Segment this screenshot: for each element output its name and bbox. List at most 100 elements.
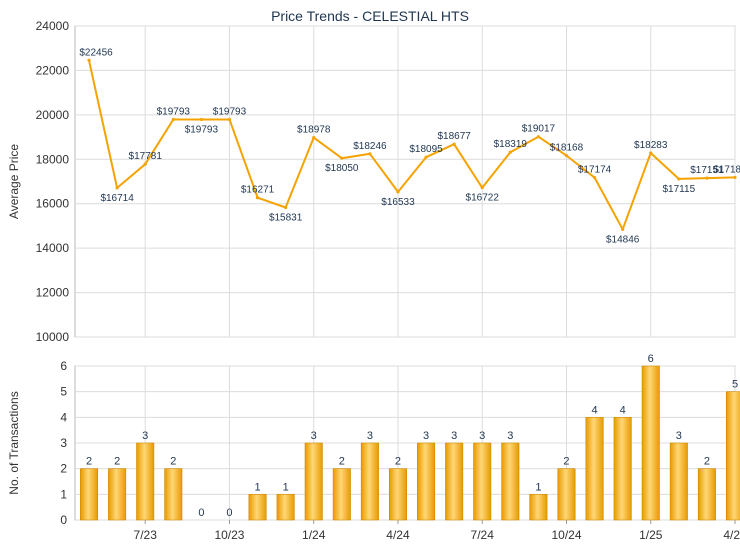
transaction-bar-label: 3 (451, 430, 457, 442)
transaction-bar-label: 3 (311, 430, 317, 442)
price-data-label: $18978 (297, 125, 331, 136)
x-tick-label: 7/24 (471, 528, 495, 542)
x-tick-label: 7/23 (134, 528, 158, 542)
price-data-label: $16533 (381, 197, 415, 208)
x-tick-label: 4/25 (723, 528, 740, 542)
transaction-bar-label: 2 (339, 456, 345, 468)
price-y-tick-label: 22000 (36, 63, 70, 77)
transactions-y-tick-label: 6 (60, 359, 67, 373)
price-data-label: $19793 (213, 106, 247, 117)
transaction-bar (613, 417, 632, 521)
price-data-point (255, 196, 260, 200)
transaction-bar-label: 3 (676, 430, 682, 442)
price-data-label: $16271 (241, 185, 275, 196)
price-data-point (705, 176, 709, 180)
transaction-bar (136, 442, 155, 521)
price-data-label: $14846 (606, 234, 640, 245)
x-tick-label: 10/23 (214, 528, 244, 542)
price-data-point (621, 227, 625, 231)
transaction-bar-label: 2 (86, 456, 92, 468)
transaction-bar (585, 417, 604, 521)
price-series-line (88, 60, 736, 231)
price-data-point (171, 117, 175, 122)
transaction-bar-label: 3 (479, 430, 485, 442)
price-data-point (284, 205, 288, 210)
price-data-point (396, 190, 400, 194)
price-data-label: $18319 (494, 139, 528, 150)
transactions-y-axis-label: No. of Transactions (7, 391, 21, 494)
transaction-bar-label: 3 (367, 430, 373, 442)
price-data-point (143, 162, 147, 166)
price-y-tick-label: 20000 (36, 108, 70, 122)
transaction-bar-label: 5 (732, 379, 738, 391)
transaction-bar-label: 2 (704, 456, 710, 468)
price-data-label: $16714 (100, 193, 134, 204)
transaction-bar (388, 468, 407, 521)
transaction-bar (417, 442, 436, 521)
price-plot-area (74, 25, 736, 338)
price-data-point (536, 135, 541, 139)
transaction-bar (276, 494, 295, 521)
price-data-label: $18283 (634, 140, 668, 151)
transaction-bar (725, 391, 740, 521)
price-data-point (508, 150, 512, 154)
x-tick-label: 1/25 (639, 528, 663, 542)
price-data-point (564, 153, 569, 158)
transaction-bar-label: 3 (507, 430, 513, 442)
transaction-bar (697, 468, 716, 521)
transaction-bar (80, 468, 99, 521)
price-data-label: $17151 (690, 165, 724, 176)
transaction-bar (304, 442, 323, 521)
price-data-point (340, 156, 344, 160)
transaction-bar-label: 2 (114, 456, 120, 468)
price-data-label: $17781 (129, 151, 163, 162)
transactions-y-tick-label: 1 (60, 487, 67, 501)
transaction-bar-label: 4 (592, 404, 598, 416)
price-y-tick-label: 14000 (36, 241, 70, 255)
price-data-label: $18246 (353, 141, 387, 152)
price-data-point (592, 176, 597, 180)
price-data-label: $18168 (550, 143, 584, 154)
x-tick-label: 4/24 (386, 528, 410, 542)
transaction-bar (669, 442, 688, 521)
price-y-tick-label: 18000 (36, 152, 70, 166)
price-data-label: $17183 (713, 164, 740, 175)
x-tick-label: 10/24 (551, 528, 581, 542)
transaction-bar (360, 442, 379, 521)
transaction-bar (332, 468, 351, 521)
price-data-point (424, 155, 428, 159)
price-data-point (199, 117, 203, 122)
price-y-tick-label: 24000 (36, 19, 70, 33)
price-y-tick-label: 16000 (36, 197, 70, 211)
transaction-bar (164, 468, 183, 521)
transaction-bar-label: 2 (395, 456, 401, 468)
price-data-label: $19793 (185, 124, 219, 135)
price-data-label: $15831 (269, 212, 303, 223)
price-data-point (227, 117, 232, 122)
transactions-panel: 0 1 2 3 4 5 6 No. of Transactions 2 2 3 2 0 0 1 1 3 2 3 2 3 3… (7, 353, 740, 542)
transaction-bar (108, 468, 127, 521)
price-data-point (649, 151, 653, 155)
transaction-bar-label: 1 (535, 481, 541, 493)
x-tick-label: 1/24 (302, 528, 326, 542)
transaction-bar-label: 0 (226, 507, 232, 519)
price-y-tick-label: 10000 (36, 330, 70, 344)
price-data-point (677, 177, 681, 181)
transaction-bar (248, 494, 267, 521)
price-data-point (115, 186, 119, 190)
price-data-label: $18677 (437, 131, 471, 142)
price-data-point (312, 135, 316, 140)
price-data-label: $17115 (663, 184, 696, 195)
transaction-bar (501, 442, 520, 521)
transactions-y-tick-label: 3 (60, 436, 67, 450)
price-data-label: $18095 (409, 144, 443, 155)
transaction-bar (557, 468, 576, 521)
transaction-bar-label: 3 (142, 430, 148, 442)
transaction-bar (473, 442, 492, 521)
price-data-point (480, 186, 484, 190)
transactions-y-tick-label: 0 (60, 513, 67, 527)
transactions-y-tick-label: 2 (60, 462, 67, 476)
price-data-point (87, 58, 91, 62)
chart-title: Price Trends - CELESTIAL HTS (271, 8, 469, 24)
